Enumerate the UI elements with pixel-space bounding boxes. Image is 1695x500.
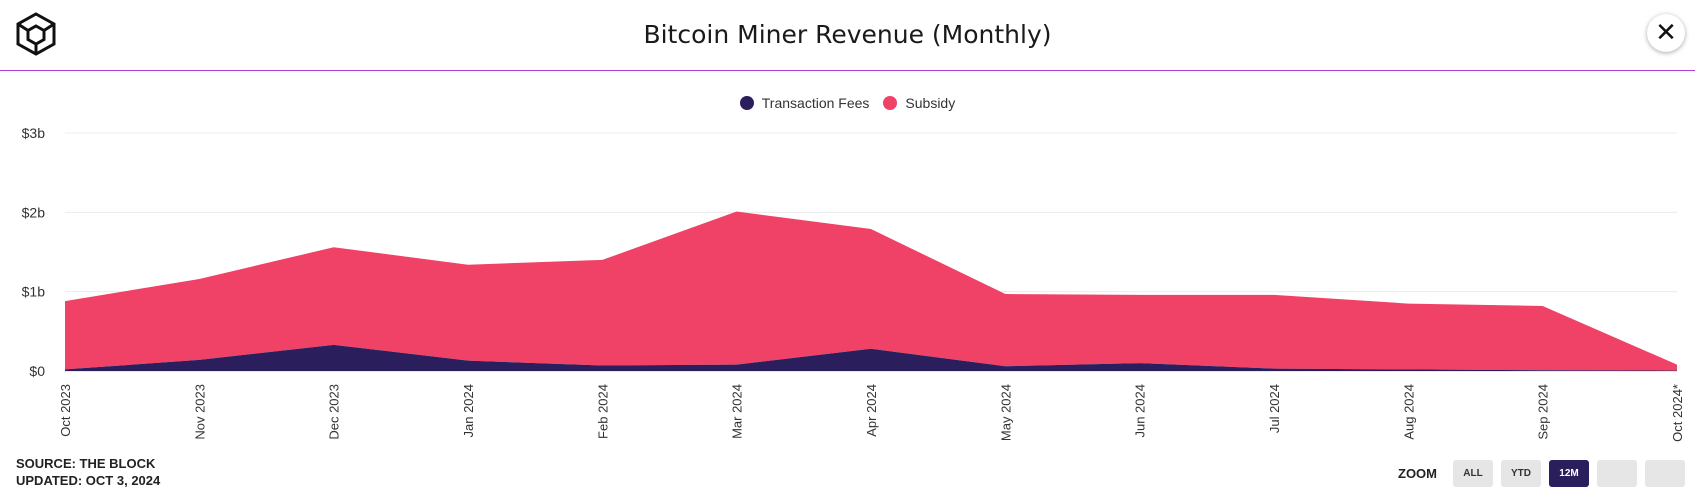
page-title: Bitcoin Miner Revenue (Monthly) (643, 20, 1052, 49)
y-tick-label: $2b (22, 204, 46, 220)
x-tick-label: Dec 2023 (327, 384, 342, 440)
x-tick-label: Mar 2024 (730, 384, 745, 439)
x-tick-label: Feb 2024 (595, 384, 610, 439)
zoom-blank-button-1[interactable] (1597, 460, 1637, 487)
x-tick-label: Nov 2023 (192, 384, 207, 440)
updated-text: UPDATED: OCT 3, 2024 (16, 473, 161, 488)
x-tick-label: Apr 2024 (864, 384, 879, 437)
y-tick-label: $1b (22, 284, 46, 300)
series-area-transaction-fees[interactable] (65, 344, 1677, 371)
zoom-ytd-button[interactable]: YTD (1501, 460, 1541, 487)
chart-header: Bitcoin Miner Revenue (Monthly) ✕ (0, 0, 1695, 71)
x-tick-label: Jul 2024 (1267, 384, 1282, 433)
close-icon: ✕ (1655, 18, 1677, 48)
x-tick-label: May 2024 (998, 384, 1013, 441)
zoom-12m-button[interactable]: 12M (1549, 460, 1589, 487)
series-area-subsidy[interactable] (65, 211, 1677, 371)
legend-item-transaction-fees[interactable]: Transaction Fees (739, 95, 870, 111)
source-note: SOURCE: THE BLOCK UPDATED: OCT 3, 2024 (16, 455, 160, 489)
close-button[interactable]: ✕ (1647, 14, 1685, 52)
y-tick-label: $0 (29, 363, 45, 379)
chart-legend: Transaction Fees Subsidy (0, 95, 1695, 111)
zoom-controls: ZOOM ALL YTD 12M (1398, 460, 1685, 487)
zoom-label: ZOOM (1398, 466, 1437, 481)
area-chart: $0 $1b $2b $3b Oct 2023 Nov 2023 Dec 2023 Jan 2… (22, 125, 1685, 442)
legend-label-fees: Transaction Fees (761, 95, 870, 111)
legend-swatch-fees (739, 96, 754, 110)
x-tick-label: Sep 2024 (1536, 384, 1551, 440)
x-tick-label: Aug 2024 (1401, 384, 1416, 440)
y-tick-label: $3b (22, 125, 46, 141)
x-tick-label: Oct 2024* (1670, 384, 1685, 442)
legend-swatch-subsidy (883, 96, 898, 110)
legend-label-subsidy: Subsidy (905, 95, 956, 111)
zoom-all-button[interactable]: ALL (1453, 460, 1493, 487)
x-tick-label: Oct 2023 (58, 384, 73, 437)
x-tick-label: Jun 2024 (1133, 384, 1148, 438)
cube-logo-icon (16, 12, 56, 56)
zoom-blank-button-2[interactable] (1645, 460, 1685, 487)
source-text: SOURCE: THE BLOCK (16, 456, 156, 471)
legend-item-subsidy[interactable]: Subsidy (883, 95, 955, 111)
x-tick-label: Jan 2024 (461, 384, 476, 438)
